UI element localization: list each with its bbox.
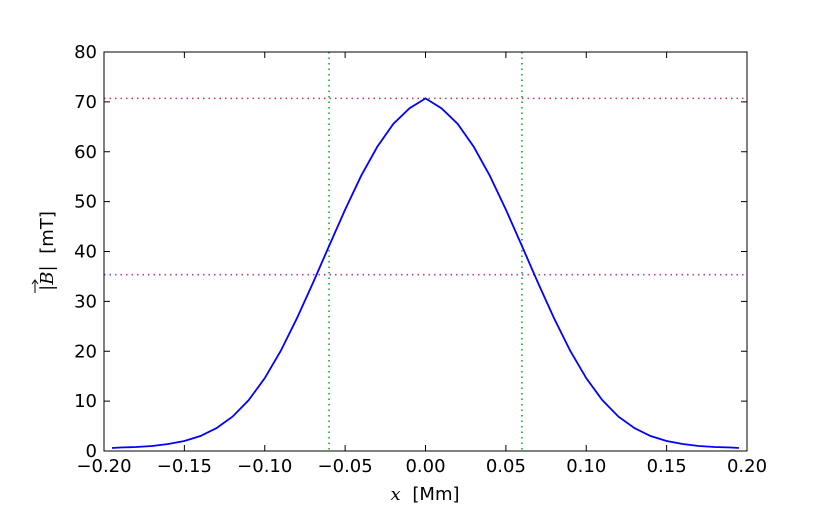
y-axis-label-variable: |B| [37, 265, 58, 290]
plot-lines [104, 52, 747, 451]
y-axis-label: |B| [mT] [37, 211, 58, 291]
x-axis-label-variable: x [391, 484, 401, 505]
series-line-b-magnitude [111, 97, 740, 449]
y-axis: 0 10 20 30 40 50 60 70 80 [74, 42, 747, 462]
y-tick-label: 20 [74, 341, 97, 362]
x-tick-label: 0.20 [727, 456, 767, 477]
x-tick-label: 0.00 [405, 456, 445, 477]
y-axis-label-unit: [mT] [37, 211, 58, 254]
x-axis: −0.20 −0.15 −0.10 −0.05 0.00 0.05 0.10 0.15 0.20 [76, 52, 767, 477]
x-tick-label: −0.15 [157, 456, 212, 477]
y-axis-label-vector-arrowhead [31, 279, 39, 285]
y-tick-label: 10 [74, 391, 97, 412]
y-tick-label: 40 [74, 242, 97, 263]
y-tick-label: 30 [74, 291, 97, 312]
y-tick-label: 70 [74, 92, 97, 113]
x-axis-label-unit: [Mm] [412, 484, 459, 505]
plot-frame [103, 51, 748, 452]
x-tick-label: −0.20 [76, 456, 131, 477]
x-tick-label: 0.15 [647, 456, 687, 477]
x-tick-label: −0.05 [318, 456, 373, 477]
y-tick-label: 0 [86, 441, 97, 462]
y-tick-label: 50 [74, 192, 97, 213]
x-tick-label: 0.05 [486, 456, 526, 477]
y-axis-label-group: |B| [mT] [31, 211, 58, 293]
y-tick-label: 80 [74, 42, 97, 63]
y-tick-label: 60 [74, 142, 97, 163]
x-tick-label: 0.10 [566, 456, 606, 477]
x-tick-label: −0.10 [237, 456, 292, 477]
x-axis-label: x [Mm] [391, 484, 460, 505]
